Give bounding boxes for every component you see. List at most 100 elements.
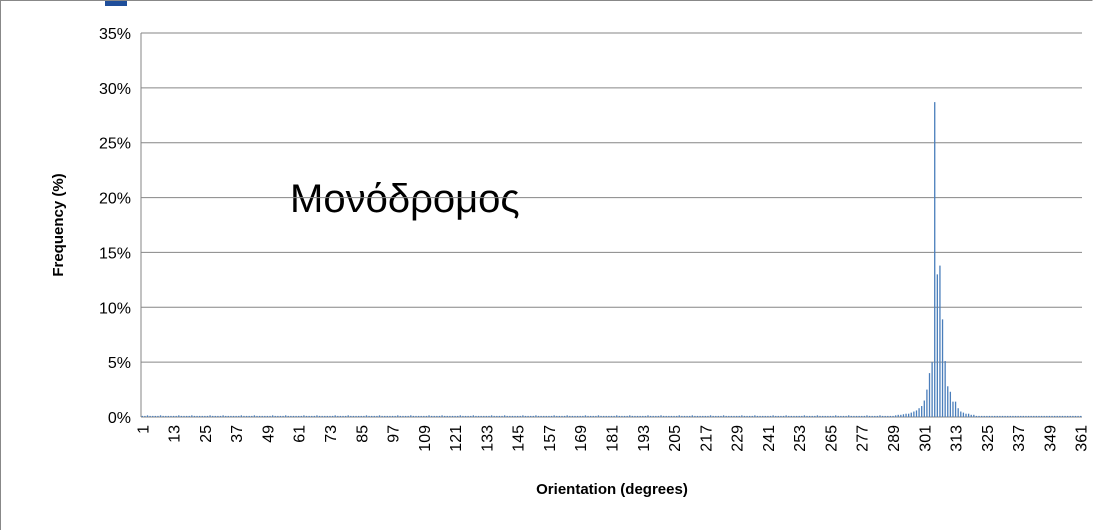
bar: [535, 415, 537, 417]
bar: [477, 415, 480, 417]
x-tick-label: 265: [823, 425, 840, 452]
bar: [636, 415, 639, 417]
bar: [756, 415, 759, 417]
bar: [1056, 415, 1058, 417]
bar: [162, 415, 164, 417]
bar: [540, 415, 542, 417]
bar: [696, 415, 699, 417]
bar: [853, 415, 855, 417]
bar: [225, 415, 227, 417]
bar: [214, 415, 216, 417]
bar: [699, 415, 701, 417]
bar: [384, 415, 386, 417]
bar: [746, 415, 748, 417]
bar: [472, 415, 474, 417]
bar: [446, 415, 448, 417]
bar: [415, 415, 417, 417]
bar: [686, 415, 688, 417]
bar: [441, 415, 443, 417]
bar: [613, 415, 615, 417]
bar: [1074, 415, 1077, 417]
bar: [428, 415, 430, 417]
bar: [947, 386, 949, 417]
bar: [621, 415, 623, 417]
bar: [994, 415, 996, 417]
bar: [858, 415, 860, 417]
bar: [493, 415, 495, 417]
bar: [488, 415, 490, 417]
bar: [417, 415, 420, 417]
x-tick-label: 217: [698, 425, 715, 452]
bar: [1017, 415, 1019, 417]
bar: [725, 415, 727, 417]
bar: [866, 415, 868, 417]
bar: [767, 415, 769, 417]
bar: [1027, 415, 1030, 417]
bar: [376, 415, 378, 417]
y-tick-label: 5%: [108, 355, 131, 372]
x-tick-label: 133: [479, 425, 496, 452]
bar: [198, 415, 201, 417]
bar: [712, 415, 714, 417]
bar: [1067, 415, 1069, 417]
bar: [438, 415, 441, 417]
bar: [360, 415, 362, 417]
bar: [480, 415, 482, 417]
bar: [347, 415, 349, 417]
bar: [530, 415, 532, 417]
y-tick-label: 10%: [99, 300, 131, 317]
bar: [1038, 415, 1040, 417]
bar: [352, 415, 355, 417]
bar: [483, 415, 485, 417]
bar: [524, 415, 527, 417]
bar: [201, 415, 203, 417]
bar: [842, 415, 845, 417]
bar: [277, 415, 279, 417]
bar: [827, 415, 829, 417]
bar: [634, 415, 636, 417]
bar: [449, 415, 451, 417]
bar: [454, 415, 456, 417]
bar: [371, 415, 373, 417]
bar: [608, 415, 610, 417]
bar: [258, 415, 261, 417]
bar: [722, 415, 725, 417]
bar: [329, 415, 331, 417]
bar: [811, 415, 813, 417]
bar: [292, 415, 295, 417]
bar: [868, 415, 871, 417]
x-tick-label: 229: [730, 425, 747, 452]
bar: [188, 415, 190, 417]
y-axis-label: Frequency (%): [50, 173, 67, 276]
bar: [334, 415, 336, 417]
bar: [209, 415, 211, 417]
bar: [269, 415, 271, 417]
bar: [954, 401, 957, 417]
bar: [689, 415, 691, 417]
bar: [936, 274, 938, 417]
x-tick-label: 313: [949, 425, 966, 452]
bar: [558, 415, 561, 417]
bar: [402, 415, 404, 417]
bar: [782, 415, 785, 417]
bar: [185, 415, 188, 417]
bar: [683, 415, 686, 417]
bar: [321, 415, 323, 417]
bar: [271, 415, 274, 417]
bar: [212, 415, 214, 417]
bar: [1022, 415, 1025, 417]
bar: [290, 415, 292, 417]
x-tick-label: 181: [605, 425, 622, 452]
bar: [1025, 415, 1027, 417]
bar: [407, 415, 409, 417]
bar: [717, 415, 720, 417]
bar: [511, 415, 514, 417]
bar: [835, 415, 837, 417]
x-tick-label: 349: [1042, 425, 1059, 452]
bar: [754, 415, 756, 417]
bar: [532, 415, 534, 417]
bar: [597, 415, 600, 417]
bar: [574, 415, 576, 417]
x-tick-label: 1: [135, 425, 152, 434]
bar: [561, 415, 563, 417]
